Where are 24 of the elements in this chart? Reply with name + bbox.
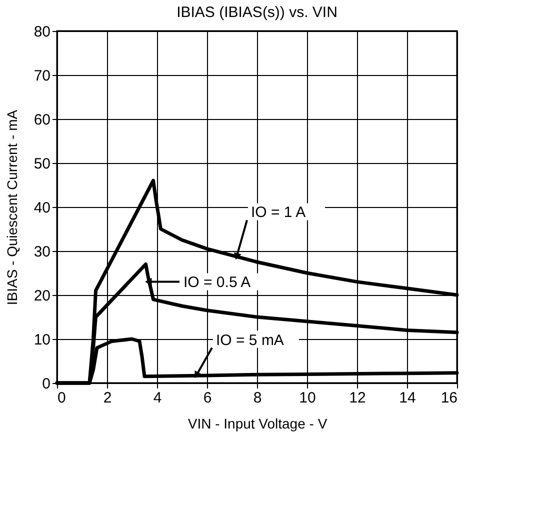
x-tick-label: 6: [203, 390, 212, 406]
x-tick-label: 2: [103, 390, 112, 406]
y-tick-label: 30: [34, 244, 50, 260]
x-tick-label: 10: [299, 390, 316, 406]
chart-title: IBIAS (IBIAS(s)) vs. VIN: [176, 4, 338, 21]
x-axis-title: VIN - Input Voltage - V: [188, 416, 328, 432]
x-tick-label: 4: [153, 390, 162, 406]
x-tick-label: 16: [440, 390, 458, 406]
y-tick-label: 80: [34, 24, 50, 40]
x-tick-label: 12: [349, 390, 366, 406]
y-tick-label: 50: [34, 156, 50, 172]
y-tick-label: 10: [34, 332, 50, 348]
annotation: IO = 1 A: [251, 204, 306, 222]
y-tick-label: 70: [34, 68, 50, 84]
annotation: IO = 5 mA: [216, 332, 284, 349]
y-tick-label: 40: [34, 200, 50, 216]
x-tick-label: 8: [253, 390, 262, 406]
y-axis-title: IBIAS - Quiescent Current - mA: [4, 109, 20, 306]
x-tick-label: 0: [58, 390, 66, 406]
x-tick-label: 14: [399, 390, 416, 406]
annotation: IO = 0.5 A: [184, 274, 251, 291]
y-tick-label: 20: [34, 288, 50, 304]
y-tick-label: 0: [42, 376, 50, 392]
y-tick-label: 60: [34, 112, 50, 128]
